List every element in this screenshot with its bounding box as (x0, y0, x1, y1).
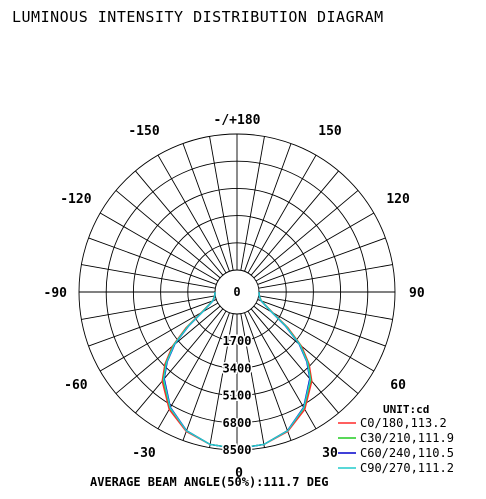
angle-label: -30 (132, 446, 156, 461)
spoke-line (253, 190, 359, 279)
spoke-line (99, 212, 219, 282)
unit-label: UNIT:cd (383, 403, 429, 416)
spoke-line (255, 302, 375, 372)
legend-entry: C90/270,111.2 (360, 461, 454, 475)
spoke-line (115, 305, 221, 394)
spoke-line (209, 136, 234, 271)
spoke-line (244, 312, 292, 441)
grid-ring (78, 133, 396, 451)
angle-label: 0 (235, 466, 243, 481)
grid-ring (132, 187, 342, 397)
legend-entry: C0/180,113.2 (360, 416, 447, 430)
spoke-line (209, 313, 234, 448)
spoke-line (99, 302, 219, 372)
spoke-line (244, 143, 292, 272)
polar-grid (78, 133, 396, 451)
spoke-line (88, 237, 217, 285)
angle-label: 30 (322, 446, 338, 461)
angle-label: 120 (386, 192, 410, 207)
angle-label: 90 (409, 286, 425, 301)
spoke-line (240, 136, 265, 271)
beam-angle-footer: AVERAGE BEAM ANGLE(50%):111.7 DEG (90, 475, 328, 489)
grid-ring (187, 242, 287, 342)
spoke-line (135, 308, 224, 414)
radial-value-label: 3400 (223, 361, 252, 375)
curve-c90-270 (163, 291, 311, 450)
legend-entry: C60/240,110.5 (360, 446, 454, 460)
spoke-line (255, 212, 375, 282)
intensity-curves (161, 291, 313, 450)
radial-value-label: 1700 (223, 334, 252, 348)
spoke-line (182, 143, 230, 272)
angle-label: 150 (318, 124, 342, 139)
legend: UNIT:cd C0/180,113.2C30/210,111.9C60/240… (338, 403, 454, 475)
angle-label: -60 (64, 378, 88, 393)
angle-label: 60 (390, 378, 406, 393)
angle-labels: -/+180 150 120 90 60 30 0 -30 -60 -90 -120 -150 (44, 113, 425, 481)
radial-value-label: 0 (233, 285, 240, 299)
spoke-line (240, 313, 265, 448)
spoke-line (250, 308, 339, 414)
spoke-line (81, 264, 216, 289)
spoke-line (250, 170, 339, 276)
spoke-line (157, 154, 227, 274)
spoke-line (182, 312, 230, 441)
chart-title: LUMINOUS INTENSITY DISTRIBUTION DIAGRAM (12, 8, 384, 26)
spoke-line (257, 299, 386, 347)
spoke-line (253, 305, 359, 394)
angle-label: -90 (44, 286, 68, 301)
spoke-line (88, 299, 217, 347)
grid-ring (105, 160, 369, 424)
spoke-line (81, 295, 216, 320)
spoke-line (258, 264, 393, 289)
angle-label: -/+180 (214, 113, 261, 128)
spoke-line (257, 237, 386, 285)
angle-label: -150 (128, 124, 159, 139)
grid-ring (160, 215, 314, 369)
spoke-line (258, 295, 393, 320)
radial-labels: 0 1700 3400 5100 6800 8500 (221, 284, 253, 459)
radial-value-label: 8500 (223, 443, 252, 457)
radial-value-label: 5100 (223, 389, 252, 403)
spoke-line (115, 190, 221, 279)
spoke-line (247, 154, 317, 274)
radial-value-label: 6800 (223, 416, 252, 430)
legend-entry: C30/210,111.9 (360, 431, 454, 445)
spoke-line (135, 170, 224, 276)
angle-label: -120 (60, 192, 91, 207)
